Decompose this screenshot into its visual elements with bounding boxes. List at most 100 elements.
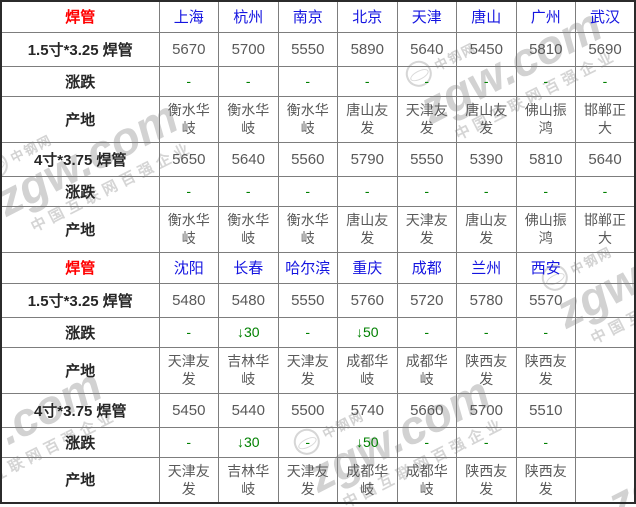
price-cell: 5700	[456, 392, 517, 428]
city-header-5[interactable]: 兰州	[456, 251, 517, 284]
city-header-5[interactable]: 唐山	[456, 0, 517, 33]
origin-cell: 天津友发	[158, 346, 219, 394]
price-cell: 5810	[515, 31, 576, 67]
origin-cell: 衡水华岐	[158, 205, 219, 253]
change-cell: -	[337, 65, 398, 97]
change-cell: -	[277, 65, 338, 97]
price-row: 1.5寸*3.25 焊管 5480 5480 5550 5760 5720 5780 5570	[0, 282, 636, 318]
change-cell: -	[158, 175, 219, 207]
price-row: 4寸*3.75 焊管 5650 5640 5560 5790 5550 5390 5810 56…	[0, 141, 636, 177]
city-header-4[interactable]: 天津	[396, 0, 457, 33]
row-label: 1.5寸*3.25 焊管	[0, 282, 160, 318]
row-label: 4寸*3.75 焊管	[0, 392, 160, 428]
change-row: 涨跌 - ↓30- ↓50- - -	[0, 426, 636, 458]
price-cell: 5560	[277, 141, 338, 177]
product-name-header: 焊管	[0, 0, 160, 33]
city-header-4[interactable]: 成都	[396, 251, 457, 284]
price-cell: 5670	[158, 31, 219, 67]
city-header-0[interactable]: 上海	[158, 0, 219, 33]
price-cell: 5780	[456, 282, 517, 318]
origin-cell: 衡水华岐	[277, 205, 338, 253]
price-cell: 5510	[515, 392, 576, 428]
change-cell: ↓50	[337, 316, 398, 348]
price-cell: 5450	[158, 392, 219, 428]
city-header-3[interactable]: 重庆	[337, 251, 398, 284]
change-cell: ↓30	[218, 316, 279, 348]
price-cell: 5550	[277, 31, 338, 67]
empty-cell	[575, 456, 636, 504]
change-cell: -	[515, 316, 576, 348]
origin-cell: 成都华岐	[337, 456, 398, 504]
empty-cell	[575, 426, 636, 458]
price-cell: 5570	[515, 282, 576, 318]
product-name-header: 焊管	[0, 251, 160, 284]
origin-row: 产地 衡水华岐 衡水华岐 衡水华岐 唐山友发 天津友发 唐山友发 佛山振鸿 邯郸正大	[0, 95, 636, 143]
price-cell: 5890	[337, 31, 398, 67]
price-cell: 5640	[575, 141, 636, 177]
change-cell: ↓30	[218, 426, 279, 458]
city-header-3[interactable]: 北京	[337, 0, 398, 33]
section-header-row: 焊管 上海 杭州 南京 北京 天津 唐山 广州 武汉	[0, 0, 636, 33]
origin-cell: 衡水华岐	[218, 205, 279, 253]
origin-cell: 成都华岐	[396, 456, 457, 504]
change-cell: -	[277, 175, 338, 207]
origin-cell: 陕西友发	[456, 456, 517, 504]
origin-cell: 天津友发	[396, 95, 457, 143]
price-cell: 5480	[158, 282, 219, 318]
price-cell: 5390	[456, 141, 517, 177]
empty-cell	[575, 346, 636, 394]
origin-row: 产地 衡水华岐 衡水华岐 衡水华岐 唐山友发 天津友发 唐山友发 佛山振鸿 邯郸正大	[0, 205, 636, 253]
change-cell: -	[396, 175, 457, 207]
origin-cell: 天津友发	[158, 456, 219, 504]
change-cell: ↓50	[337, 426, 398, 458]
change-cell: -	[158, 65, 219, 97]
change-cell: -	[575, 175, 636, 207]
row-label: 涨跌	[0, 426, 160, 458]
origin-row: 产地 天津友发 吉林华岐 天津友发 成都华岐 成都华岐 陕西友发 陕西友发	[0, 456, 636, 504]
city-header-1[interactable]: 杭州	[218, 0, 279, 33]
origin-cell: 唐山友发	[337, 95, 398, 143]
change-cell: -	[396, 65, 457, 97]
empty-cell	[575, 251, 636, 284]
origin-cell: 邯郸正大	[575, 95, 636, 143]
row-label: 1.5寸*3.25 焊管	[0, 31, 160, 67]
change-cell: -	[277, 316, 338, 348]
city-header-2[interactable]: 南京	[277, 0, 338, 33]
origin-cell: 邯郸正大	[575, 205, 636, 253]
change-cell: -	[158, 316, 219, 348]
change-cell: -	[396, 316, 457, 348]
empty-cell	[575, 392, 636, 428]
city-header-6[interactable]: 西安	[515, 251, 576, 284]
city-header-7[interactable]: 武汉	[575, 0, 636, 33]
price-cell: 5550	[396, 141, 457, 177]
origin-cell: 天津友发	[277, 346, 338, 394]
origin-cell: 衡水华岐	[158, 95, 219, 143]
price-cell: 5440	[218, 392, 279, 428]
price-cell: 5790	[337, 141, 398, 177]
empty-cell	[575, 316, 636, 348]
section-header-row: 焊管 沈阳 长春 哈尔滨 重庆 成都 兰州 西安	[0, 251, 636, 284]
row-label: 产地	[0, 456, 160, 504]
city-header-1[interactable]: 长春	[218, 251, 279, 284]
row-label: 产地	[0, 346, 160, 394]
change-cell: -	[396, 426, 457, 458]
price-row: 4寸*3.75 焊管 5450 5440 5500 5740 5660 5700 5510	[0, 392, 636, 428]
row-label: 涨跌	[0, 316, 160, 348]
city-header-2[interactable]: 哈尔滨	[277, 251, 338, 284]
change-cell: -	[515, 426, 576, 458]
price-cell: 5450	[456, 31, 517, 67]
price-cell: 5650	[158, 141, 219, 177]
city-header-6[interactable]: 广州	[515, 0, 576, 33]
price-cell: 5640	[218, 141, 279, 177]
change-cell: -	[218, 175, 279, 207]
origin-cell: 天津友发	[277, 456, 338, 504]
origin-cell: 陕西友发	[515, 346, 576, 394]
origin-cell: 唐山友发	[337, 205, 398, 253]
origin-cell: 陕西友发	[515, 456, 576, 504]
city-header-0[interactable]: 沈阳	[158, 251, 219, 284]
row-label: 涨跌	[0, 175, 160, 207]
change-row: 涨跌 - ↓30- ↓50- - -	[0, 316, 636, 348]
price-cell: 5760	[337, 282, 398, 318]
